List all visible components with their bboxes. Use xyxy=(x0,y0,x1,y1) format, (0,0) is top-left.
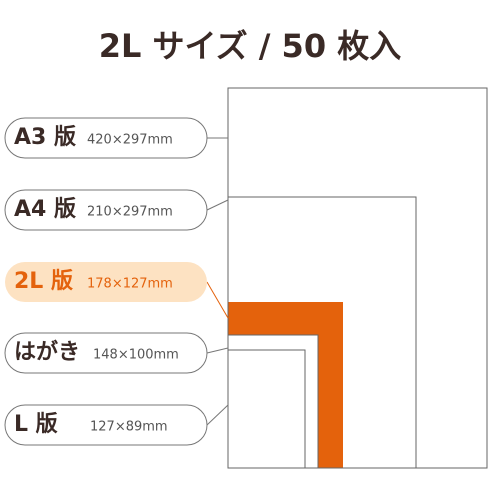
connector xyxy=(206,199,229,211)
size-name: A4 版 xyxy=(14,197,76,222)
size-name: はがき xyxy=(14,339,80,365)
size-dimensions: 127×89mm xyxy=(90,420,168,435)
connector xyxy=(206,404,229,426)
size-dimensions: 178×127mm xyxy=(87,277,173,292)
size-pill xyxy=(4,189,208,231)
title: 2L サイズ / 50 枚入 xyxy=(99,27,401,65)
connector xyxy=(206,281,229,319)
size-dimensions: 420×297mm xyxy=(87,133,173,148)
size-pill xyxy=(4,404,208,446)
size-name: A3 版 xyxy=(14,125,76,150)
outline xyxy=(227,87,488,469)
size-pill xyxy=(4,117,208,159)
size-dimensions: 210×297mm xyxy=(87,205,173,220)
size-name: 2L 版 xyxy=(14,269,73,294)
size-name: L 版 xyxy=(14,412,58,437)
l-paper xyxy=(227,349,306,469)
size-pill xyxy=(5,262,207,302)
size-dimensions: 148×100mm xyxy=(93,348,179,363)
size-pill xyxy=(4,332,208,374)
connector xyxy=(206,347,229,354)
